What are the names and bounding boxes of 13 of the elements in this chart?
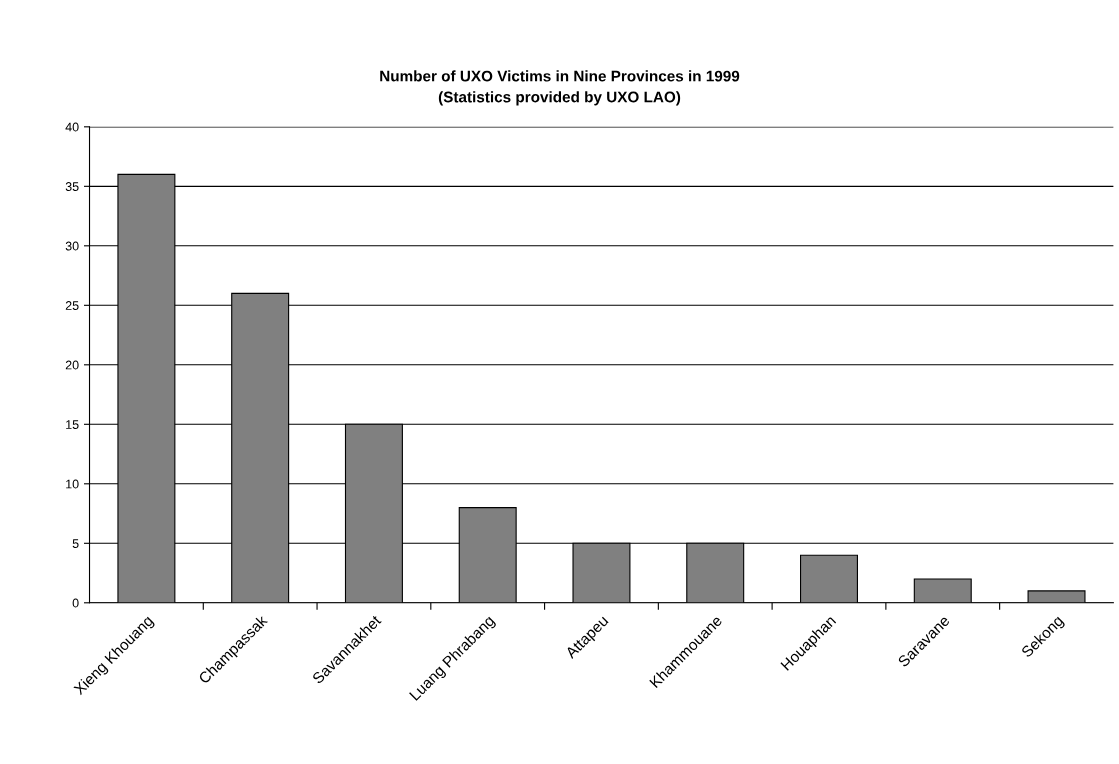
y-tick-label: 20 — [65, 360, 79, 370]
y-tick-label: 10 — [66, 479, 79, 489]
y-tick-label: 0 — [72, 598, 79, 608]
y-tick-label: 25 — [65, 301, 79, 310]
y-tick-label: 40 — [65, 122, 79, 132]
bar — [913, 578, 972, 603]
y-tick-label: 5 — [72, 539, 79, 548]
y-tick-label: 15 — [66, 420, 79, 429]
bar — [799, 554, 858, 603]
chart-title: Number of UXO Victims in Nine Provinces in 1999 (Statistics provided by UXO LAO) — [380, 70, 740, 106]
y-tick-label: 30 — [65, 241, 79, 251]
bar — [1027, 590, 1086, 603]
y-tick-label: 35 — [65, 182, 79, 191]
